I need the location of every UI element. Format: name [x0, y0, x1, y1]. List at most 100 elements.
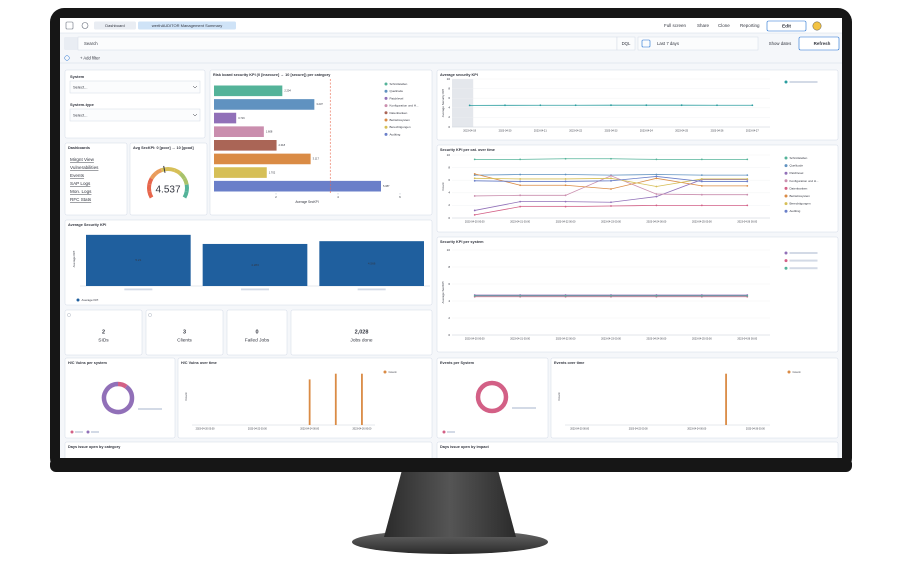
- legend-swatch: [384, 96, 388, 100]
- bar: [214, 112, 237, 124]
- bar: [214, 140, 277, 151]
- x-tick-label: 2023-04-23 00:00: [601, 338, 621, 341]
- data-point: [700, 193, 703, 196]
- data-point: [610, 179, 612, 182]
- value-label: 1.608: [266, 129, 273, 133]
- dashboard-link[interactable]: Vulnerabilities: [70, 165, 99, 170]
- panel: [64, 142, 128, 216]
- legend-swatch: [384, 132, 388, 136]
- refresh-label[interactable]: Refresh: [814, 41, 831, 46]
- value-label: 4.283: [251, 263, 259, 267]
- nav-action[interactable]: Reporting: [740, 23, 760, 28]
- select-placeholder[interactable]: Select...: [73, 112, 87, 117]
- dashboard-link[interactable]: Mirgnt View: [70, 157, 95, 162]
- metric-value: 2: [102, 329, 105, 335]
- dashboard-link[interactable]: Events: [70, 173, 85, 178]
- nav-action[interactable]: Full screen: [664, 23, 687, 28]
- data-point: [574, 104, 577, 107]
- legend-swatch: [383, 370, 387, 374]
- metric-label: Jobs done: [350, 337, 372, 343]
- y-tick-label: 2: [448, 115, 450, 119]
- legend-label: Patchlevel: [790, 171, 804, 175]
- x-tick-label: 2023-04-19: [463, 130, 476, 133]
- legend-swatch: [784, 179, 788, 183]
- legend-label: Auditing: [390, 132, 401, 136]
- menu-icon[interactable]: [65, 21, 74, 30]
- panel: [436, 441, 839, 461]
- panel-title: Days issue open by impact: [440, 445, 489, 449]
- dashboard-link[interactable]: RFC Stats: [70, 197, 92, 202]
- data-point: [473, 213, 476, 216]
- filter-icon[interactable]: [64, 55, 70, 61]
- panel: [64, 357, 176, 439]
- data-point: [610, 174, 612, 177]
- legend-swatch: [784, 209, 788, 213]
- select-input[interactable]: [69, 108, 201, 122]
- breadcrumb[interactable]: werthAUDITOR Management Summary: [152, 23, 222, 28]
- x-tick-label: 2023-04-21 00:00: [510, 338, 530, 341]
- data-point: [468, 104, 471, 107]
- dashboard-link[interactable]: Mon. Logs: [70, 189, 92, 194]
- breadcrumb[interactable]: Dashboard: [105, 23, 125, 28]
- data-point: [751, 104, 754, 107]
- panel: [129, 142, 208, 216]
- add-filter[interactable]: + Add filter: [80, 55, 101, 60]
- panel: [436, 144, 839, 233]
- home-icon[interactable]: [81, 22, 89, 29]
- x-tick-label: 2023-04-20: [499, 130, 512, 133]
- edit-label[interactable]: Edit: [782, 23, 791, 29]
- legend-blur: [91, 431, 99, 433]
- panel-title: Security KPI per cat. over time: [440, 148, 495, 152]
- search-input[interactable]: [77, 36, 618, 51]
- select-placeholder[interactable]: Select...: [73, 84, 87, 89]
- language-label[interactable]: DQL: [622, 41, 631, 46]
- time-range[interactable]: Last 7 days: [657, 41, 679, 46]
- data-point: [746, 180, 749, 183]
- legend-swatch: [384, 104, 388, 108]
- nav-action[interactable]: Clone: [718, 23, 730, 28]
- show-dates[interactable]: Show dates: [769, 41, 791, 46]
- saved-query-button[interactable]: [64, 37, 78, 50]
- legend-swatch: [86, 430, 90, 434]
- x-label-blur: [241, 288, 269, 291]
- data-point: [610, 205, 612, 207]
- data-point: [504, 104, 506, 107]
- select-input[interactable]: [69, 80, 201, 94]
- x-tick-label: 2023-04-24 00:00: [687, 428, 707, 431]
- x-tick-label: 2023-04-25 00:00: [692, 221, 712, 224]
- legend-label: Average KPI: [82, 298, 99, 302]
- dashboard-link[interactable]: SAP Logs: [70, 181, 91, 186]
- data-point: [564, 184, 567, 187]
- chevron: [192, 85, 198, 89]
- panel-title: H/C Vulns over time: [181, 361, 217, 365]
- date-picker[interactable]: [637, 36, 759, 51]
- bar: [214, 126, 264, 137]
- x-label-blur: [357, 288, 386, 291]
- value-label: 4.566: [368, 261, 376, 265]
- slice-label-blur: [512, 407, 536, 409]
- data-point: [473, 179, 476, 182]
- refresh-button[interactable]: [798, 36, 840, 51]
- data-point: [539, 104, 542, 107]
- panel-title: H/C Vulns per system: [68, 361, 108, 365]
- edit-button[interactable]: [766, 20, 807, 32]
- language-switch[interactable]: [616, 36, 636, 51]
- data-point: [655, 173, 658, 176]
- x-tick-label: 2023-04-26 00:00: [746, 428, 766, 431]
- legend-label: Count: [793, 370, 801, 374]
- data-point: [680, 104, 683, 107]
- stand-neck: [384, 470, 516, 537]
- legend-blur: [789, 81, 818, 83]
- breadcrumb-pill[interactable]: [94, 21, 136, 30]
- legend-label: Berechtigungen: [390, 125, 411, 129]
- data-point: [473, 209, 476, 212]
- panel-title: Dashboards: [68, 146, 90, 150]
- nav-action[interactable]: Share: [697, 23, 710, 28]
- search-placeholder[interactable]: Search: [84, 41, 98, 46]
- data-point: [645, 104, 648, 107]
- avatar[interactable]: [812, 21, 822, 31]
- x-tick-label: 4: [337, 195, 339, 199]
- breadcrumb-pill-active[interactable]: [138, 21, 236, 30]
- y-axis-label: Average KPI: [72, 250, 76, 267]
- x-tick-label: 2023-04-24: [640, 130, 653, 133]
